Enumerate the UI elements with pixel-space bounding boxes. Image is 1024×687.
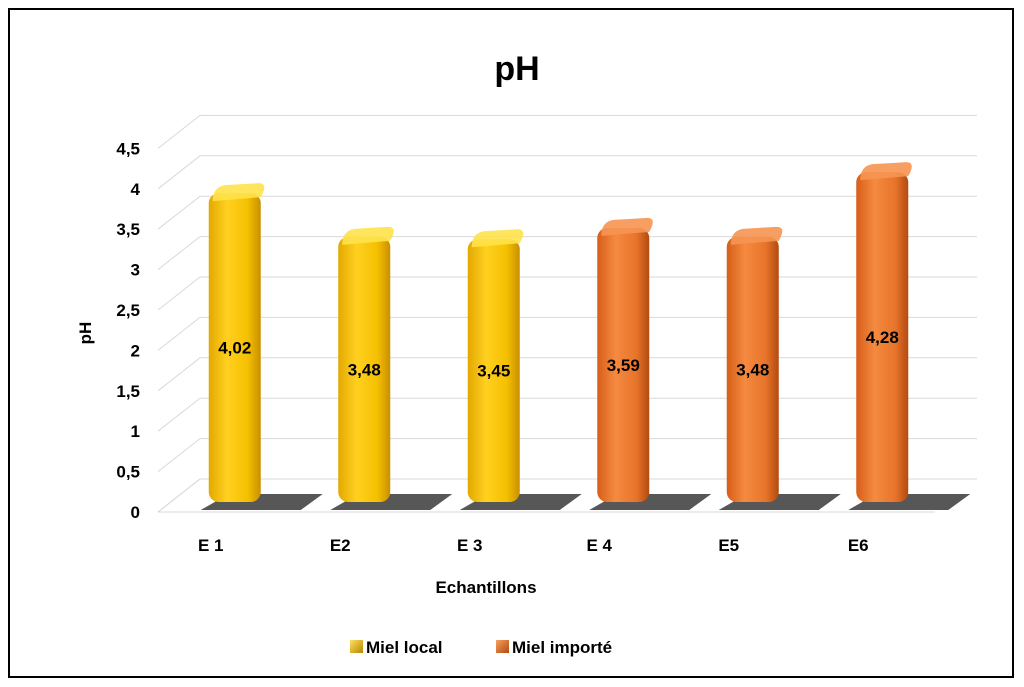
bar-value-label: 4,28 (866, 328, 899, 347)
bar (200, 183, 323, 510)
legend-label: Miel importé (512, 638, 612, 657)
x-tick-label: E2 (330, 536, 351, 555)
bars: 4,02 3,48 3,45 3,59 3,48 4,28 (200, 162, 971, 510)
legend: Miel local Miel importé (350, 638, 612, 657)
y-tick-label: 4 (131, 180, 141, 199)
bar-value-label: 3,48 (348, 360, 381, 379)
x-tick-label: E6 (848, 536, 869, 555)
legend-swatch (350, 640, 363, 653)
chart-title: pH (494, 50, 539, 88)
y-tick-label: 0 (131, 503, 140, 522)
y-tick-label: 3 (131, 261, 140, 280)
bar (459, 229, 582, 510)
y-tick-label: 2 (131, 341, 140, 360)
x-tick-label: E5 (718, 536, 739, 555)
bar (848, 162, 971, 510)
y-axis-label: pH (76, 322, 95, 345)
bar (718, 226, 841, 510)
x-axis-label: Echantillons (435, 578, 536, 597)
bar-value-label: 3,48 (736, 360, 769, 379)
x-tick-label: E 4 (586, 536, 612, 555)
y-tick-label: 1 (131, 422, 140, 441)
gridlines (157, 114, 977, 513)
y-tick-label: 3,5 (116, 220, 140, 239)
bar-value-label: 4,02 (218, 339, 251, 358)
legend-item: Miel importé (496, 638, 612, 657)
bar (589, 217, 712, 510)
y-tick-label: 2,5 (116, 301, 140, 320)
legend-swatch (496, 640, 509, 653)
y-axis-ticks: 0 0,5 1 1,5 2 2,5 3 3,5 4 4,5 (116, 139, 140, 522)
bar-value-label: 3,59 (607, 356, 640, 375)
y-tick-label: 0,5 (116, 463, 140, 482)
bar-value-label: 3,45 (477, 362, 510, 381)
legend-label: Miel local (366, 638, 443, 657)
x-axis-ticks: E 1 E2 E 3 E 4 E5 E6 (198, 536, 869, 555)
bar (330, 226, 453, 510)
legend-item: Miel local (350, 638, 443, 657)
y-tick-label: 1,5 (116, 382, 140, 401)
x-tick-label: E 1 (198, 536, 224, 555)
x-tick-label: E 3 (457, 536, 483, 555)
y-tick-label: 4,5 (116, 139, 140, 158)
